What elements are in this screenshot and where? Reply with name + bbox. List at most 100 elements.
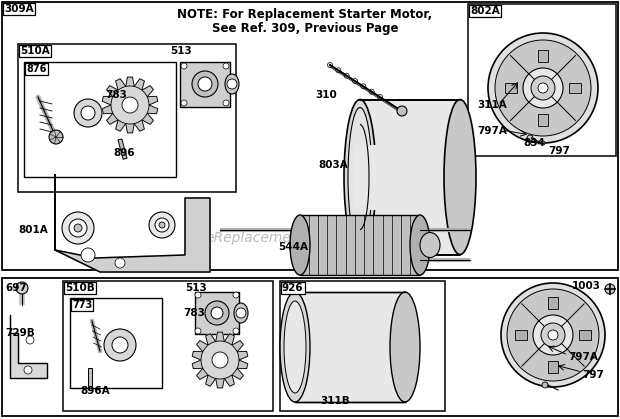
Text: 797A: 797A bbox=[477, 126, 507, 136]
Circle shape bbox=[501, 283, 605, 387]
Circle shape bbox=[542, 382, 548, 388]
Ellipse shape bbox=[410, 215, 430, 275]
Bar bbox=[2, 2, 618, 270]
Circle shape bbox=[115, 258, 125, 268]
Bar bbox=[548, 297, 558, 309]
Circle shape bbox=[488, 33, 598, 143]
Text: 311B: 311B bbox=[320, 396, 350, 406]
Bar bbox=[360, 100, 460, 255]
Circle shape bbox=[159, 222, 165, 228]
Polygon shape bbox=[192, 332, 248, 388]
Circle shape bbox=[541, 323, 565, 347]
Circle shape bbox=[201, 341, 239, 379]
Circle shape bbox=[195, 292, 201, 298]
Circle shape bbox=[24, 366, 32, 374]
Circle shape bbox=[111, 86, 149, 124]
Circle shape bbox=[211, 307, 223, 319]
Bar bbox=[355, 145, 377, 210]
Text: 797A: 797A bbox=[568, 352, 598, 362]
Circle shape bbox=[533, 315, 573, 355]
Circle shape bbox=[112, 337, 128, 353]
Circle shape bbox=[233, 328, 239, 334]
Bar bbox=[18, 44, 236, 192]
Bar bbox=[505, 83, 517, 93]
Circle shape bbox=[527, 135, 533, 141]
Text: 729B: 729B bbox=[5, 328, 35, 338]
Bar bbox=[118, 139, 127, 159]
Circle shape bbox=[538, 83, 548, 93]
Text: 309A: 309A bbox=[4, 4, 33, 14]
Text: 797: 797 bbox=[548, 146, 570, 156]
Bar bbox=[295, 292, 405, 402]
Bar bbox=[548, 361, 558, 373]
Circle shape bbox=[74, 99, 102, 127]
Text: NOTE: For Replacement Starter Motor,: NOTE: For Replacement Starter Motor, bbox=[177, 8, 433, 21]
Bar bbox=[195, 292, 239, 334]
Text: 783: 783 bbox=[105, 90, 127, 100]
Polygon shape bbox=[10, 315, 47, 378]
Circle shape bbox=[49, 130, 63, 144]
Circle shape bbox=[69, 219, 87, 237]
Text: 896: 896 bbox=[113, 148, 135, 158]
Circle shape bbox=[205, 301, 229, 325]
Bar bbox=[579, 330, 591, 340]
Text: 544A: 544A bbox=[278, 242, 308, 252]
Ellipse shape bbox=[284, 301, 306, 393]
Bar bbox=[515, 330, 527, 340]
Circle shape bbox=[149, 212, 175, 238]
Circle shape bbox=[541, 141, 545, 145]
Text: 834: 834 bbox=[523, 138, 545, 148]
Text: 926: 926 bbox=[282, 283, 304, 293]
Bar bbox=[70, 298, 162, 388]
Circle shape bbox=[531, 76, 555, 100]
Text: 513: 513 bbox=[185, 283, 206, 293]
Circle shape bbox=[212, 352, 228, 368]
Circle shape bbox=[195, 328, 201, 334]
Bar bbox=[538, 114, 548, 126]
Bar bbox=[538, 50, 548, 62]
Polygon shape bbox=[55, 175, 210, 272]
Text: 510B: 510B bbox=[65, 283, 95, 293]
Circle shape bbox=[397, 106, 407, 116]
Polygon shape bbox=[102, 77, 157, 133]
Bar bbox=[180, 62, 230, 107]
Circle shape bbox=[223, 63, 229, 69]
Circle shape bbox=[523, 68, 563, 108]
Ellipse shape bbox=[225, 74, 239, 94]
Circle shape bbox=[605, 284, 615, 294]
Circle shape bbox=[507, 289, 599, 381]
Bar bbox=[468, 4, 616, 156]
Text: 513: 513 bbox=[170, 46, 192, 56]
Circle shape bbox=[236, 308, 246, 318]
Circle shape bbox=[181, 100, 187, 106]
Circle shape bbox=[192, 71, 218, 97]
Bar bbox=[24, 62, 176, 177]
Text: 311A: 311A bbox=[477, 100, 507, 110]
Ellipse shape bbox=[390, 292, 420, 402]
Ellipse shape bbox=[290, 215, 310, 275]
Ellipse shape bbox=[344, 99, 376, 254]
Text: 773: 773 bbox=[72, 300, 92, 310]
Bar bbox=[300, 215, 420, 275]
Ellipse shape bbox=[234, 303, 248, 323]
Text: 783: 783 bbox=[183, 308, 205, 318]
Text: 803A: 803A bbox=[318, 160, 348, 170]
Circle shape bbox=[122, 97, 138, 113]
Bar bbox=[88, 368, 92, 386]
Circle shape bbox=[26, 336, 34, 344]
Circle shape bbox=[81, 106, 95, 120]
Circle shape bbox=[223, 100, 229, 106]
Ellipse shape bbox=[280, 292, 310, 402]
Ellipse shape bbox=[444, 99, 476, 254]
Circle shape bbox=[227, 79, 237, 89]
Circle shape bbox=[495, 40, 591, 136]
Text: 797: 797 bbox=[582, 370, 604, 380]
Text: 876: 876 bbox=[26, 64, 46, 74]
Circle shape bbox=[198, 77, 212, 91]
Text: See Ref. 309, Previous Page: See Ref. 309, Previous Page bbox=[212, 22, 398, 35]
Text: 801A: 801A bbox=[18, 225, 48, 235]
Bar bbox=[63, 281, 273, 411]
Circle shape bbox=[74, 224, 82, 232]
Circle shape bbox=[104, 329, 136, 361]
Circle shape bbox=[181, 63, 187, 69]
